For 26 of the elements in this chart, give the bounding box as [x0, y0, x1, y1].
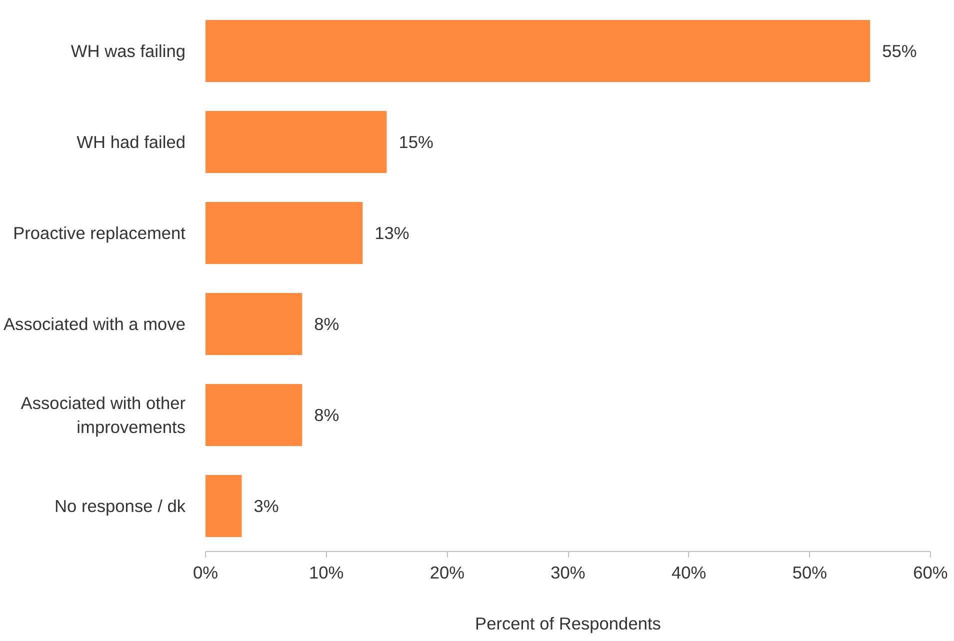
data-label: 3%: [254, 496, 279, 516]
data-label: 15%: [398, 132, 434, 152]
data-label: 13%: [374, 223, 410, 243]
x-tick-label: 20%: [430, 562, 465, 582]
y-tick-label: Associated with other improvements: [20, 393, 186, 437]
x-tick-label: 10%: [308, 562, 344, 582]
bar: [206, 475, 242, 537]
x-tick-label: 50%: [792, 562, 828, 582]
data-label: 8%: [314, 405, 340, 425]
x-tick-label: 0%: [192, 562, 218, 582]
data-label: 8%: [314, 314, 340, 334]
y-tick-label: WH was failing: [70, 41, 186, 61]
x-tick-label: 30%: [550, 562, 586, 582]
x-axis-title: Percent of Respondents: [475, 614, 662, 634]
y-tick-label: Associated with a move: [3, 314, 186, 334]
bar: [206, 202, 363, 264]
bar: [206, 384, 302, 446]
x-tick-label: 60%: [913, 562, 948, 582]
bar: [206, 293, 302, 355]
y-tick-label: WH had failed: [76, 132, 186, 152]
y-tick-label: No response / dk: [54, 496, 186, 516]
y-tick-label: Proactive replacement: [13, 223, 186, 243]
x-tick-label: 40%: [671, 562, 706, 582]
data-label: 55%: [882, 41, 917, 61]
bar: [206, 111, 387, 173]
bar: [206, 20, 870, 82]
